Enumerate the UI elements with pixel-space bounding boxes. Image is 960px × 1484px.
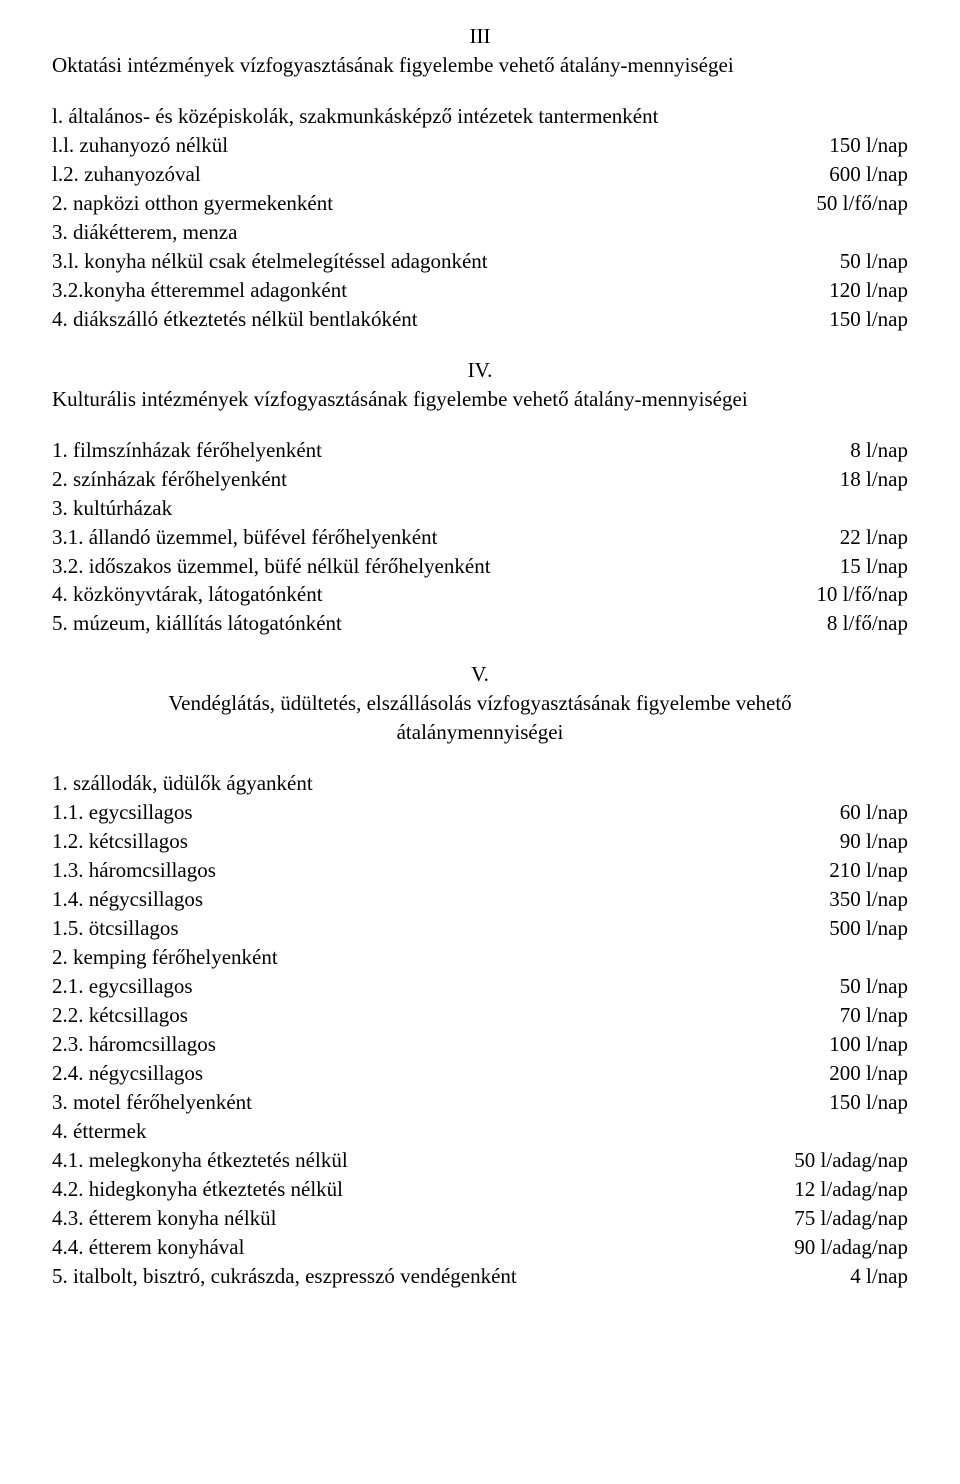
list-item: l.2. zuhanyozóval 600 l/nap (52, 160, 908, 189)
item-label: 2.4. négycsillagos (52, 1059, 829, 1088)
item-label: 1.2. kétcsillagos (52, 827, 840, 856)
list-item: 2. színházak férőhelyenként 18 l/nap (52, 465, 908, 494)
item-label: 1.3. háromcsillagos (52, 856, 829, 885)
list-item: 1.4. négycsillagos 350 l/nap (52, 885, 908, 914)
item-value: 22 l/nap (840, 523, 908, 552)
item-label: 3. motel férőhelyenként (52, 1088, 829, 1117)
list-item: 4.1. melegkonyha étkeztetés nélkül 50 l/… (52, 1146, 908, 1175)
section-v-group-4: 4. éttermek (52, 1117, 908, 1146)
item-value: 60 l/nap (840, 798, 908, 827)
item-label: l.2. zuhanyozóval (52, 160, 829, 189)
item-value: 90 l/nap (840, 827, 908, 856)
item-value: 8 l/fő/nap (827, 609, 908, 638)
section-iii-numeral: III (52, 22, 908, 51)
list-item: 5. múzeum, kiállítás látogatónként 8 l/f… (52, 609, 908, 638)
item-value: 75 l/adag/nap (794, 1204, 908, 1233)
section-iv-title: Kulturális intézmények vízfogyasztásának… (52, 385, 908, 414)
list-item: l.l. zuhanyozó nélkül 150 l/nap (52, 131, 908, 160)
item-value: 50 l/adag/nap (794, 1146, 908, 1175)
item-value: 200 l/nap (829, 1059, 908, 1088)
list-item: 3.2.konyha étteremmel adagonként 120 l/n… (52, 276, 908, 305)
list-item: 2.3. háromcsillagos 100 l/nap (52, 1030, 908, 1059)
item-value: 8 l/nap (850, 436, 908, 465)
section-iii-group-l: l. általános- és középiskolák, szakmunká… (52, 102, 908, 131)
item-label: 2. napközi otthon gyermekenként (52, 189, 816, 218)
section-v-group-1: 1. szállodák, üdülők ágyanként (52, 769, 908, 798)
item-label: 1.4. négycsillagos (52, 885, 829, 914)
item-value: 150 l/nap (829, 305, 908, 334)
list-item: 1.2. kétcsillagos 90 l/nap (52, 827, 908, 856)
item-label: 4.3. étterem konyha nélkül (52, 1204, 794, 1233)
item-value: 15 l/nap (840, 552, 908, 581)
item-value: 100 l/nap (829, 1030, 908, 1059)
section-iv-group-3: 3. kultúrházak (52, 494, 908, 523)
item-value: 10 l/fő/nap (816, 580, 908, 609)
item-value: 90 l/adag/nap (794, 1233, 908, 1262)
list-item: 2.1. egycsillagos 50 l/nap (52, 972, 908, 1001)
list-item: 2.2. kétcsillagos 70 l/nap (52, 1001, 908, 1030)
list-item: 2.4. négycsillagos 200 l/nap (52, 1059, 908, 1088)
list-item: 1.5. ötcsillagos 500 l/nap (52, 914, 908, 943)
document-page: III Oktatási intézmények vízfogyasztásán… (0, 0, 960, 1484)
item-value: 150 l/nap (829, 131, 908, 160)
item-label: 1. filmszínházak férőhelyenként (52, 436, 850, 465)
list-item: 1.1. egycsillagos 60 l/nap (52, 798, 908, 827)
item-label: 5. italbolt, bisztró, cukrászda, eszpres… (52, 1262, 850, 1291)
item-label: 4. diákszálló étkeztetés nélkül bentlakó… (52, 305, 829, 334)
section-iii-title: Oktatási intézmények vízfogyasztásának f… (52, 51, 908, 80)
item-label: 2.1. egycsillagos (52, 972, 840, 1001)
item-value: 350 l/nap (829, 885, 908, 914)
item-label: 4. közkönyvtárak, látogatónként (52, 580, 816, 609)
list-item: 4.4. étterem konyhával 90 l/adag/nap (52, 1233, 908, 1262)
item-label: l.l. zuhanyozó nélkül (52, 131, 829, 160)
list-item: 1.3. háromcsillagos 210 l/nap (52, 856, 908, 885)
list-item: 3.2. időszakos üzemmel, büfé nélkül férő… (52, 552, 908, 581)
item-label: 2. színházak férőhelyenként (52, 465, 840, 494)
item-label: 3.2. időszakos üzemmel, büfé nélkül férő… (52, 552, 840, 581)
section-iii-group-3: 3. diákétterem, menza (52, 218, 908, 247)
item-value: 210 l/nap (829, 856, 908, 885)
list-item: 2. napközi otthon gyermekenként 50 l/fő/… (52, 189, 908, 218)
item-value: 50 l/fő/nap (816, 189, 908, 218)
list-item: 4.2. hidegkonyha étkeztetés nélkül 12 l/… (52, 1175, 908, 1204)
item-label: 4.2. hidegkonyha étkeztetés nélkül (52, 1175, 794, 1204)
list-item: 3.1. állandó üzemmel, büfével férőhelyen… (52, 523, 908, 552)
item-label: 3.l. konyha nélkül csak ételmelegítéssel… (52, 247, 840, 276)
list-item: 4. diákszálló étkeztetés nélkül bentlakó… (52, 305, 908, 334)
item-label: 3.1. állandó üzemmel, büfével férőhelyen… (52, 523, 840, 552)
list-item: 1. filmszínházak férőhelyenként 8 l/nap (52, 436, 908, 465)
item-label: 2.3. háromcsillagos (52, 1030, 829, 1059)
item-value: 120 l/nap (829, 276, 908, 305)
list-item: 3.l. konyha nélkül csak ételmelegítéssel… (52, 247, 908, 276)
item-value: 70 l/nap (840, 1001, 908, 1030)
item-label: 2.2. kétcsillagos (52, 1001, 840, 1030)
item-value: 4 l/nap (850, 1262, 908, 1291)
list-item: 5. italbolt, bisztró, cukrászda, eszpres… (52, 1262, 908, 1291)
item-label: 4.1. melegkonyha étkeztetés nélkül (52, 1146, 794, 1175)
section-v-group-2: 2. kemping férőhelyenként (52, 943, 908, 972)
section-iv-numeral: IV. (52, 356, 908, 385)
item-value: 50 l/nap (840, 247, 908, 276)
item-value: 150 l/nap (829, 1088, 908, 1117)
item-label: 3.2.konyha étteremmel adagonként (52, 276, 829, 305)
section-v-numeral: V. (52, 660, 908, 689)
list-item: 4.3. étterem konyha nélkül 75 l/adag/nap (52, 1204, 908, 1233)
list-item: 3. motel férőhelyenként 150 l/nap (52, 1088, 908, 1117)
item-label: 4.4. étterem konyhával (52, 1233, 794, 1262)
item-label: 1.5. ötcsillagos (52, 914, 829, 943)
section-v-title-line2: átalánymennyiségei (52, 718, 908, 747)
item-label: 5. múzeum, kiállítás látogatónként (52, 609, 827, 638)
item-value: 600 l/nap (829, 160, 908, 189)
item-value: 12 l/adag/nap (794, 1175, 908, 1204)
list-item: 4. közkönyvtárak, látogatónként 10 l/fő/… (52, 580, 908, 609)
item-value: 18 l/nap (840, 465, 908, 494)
item-value: 50 l/nap (840, 972, 908, 1001)
section-v-title-line1: Vendéglátás, üdültetés, elszállásolás ví… (52, 689, 908, 718)
item-label: 1.1. egycsillagos (52, 798, 840, 827)
item-value: 500 l/nap (829, 914, 908, 943)
